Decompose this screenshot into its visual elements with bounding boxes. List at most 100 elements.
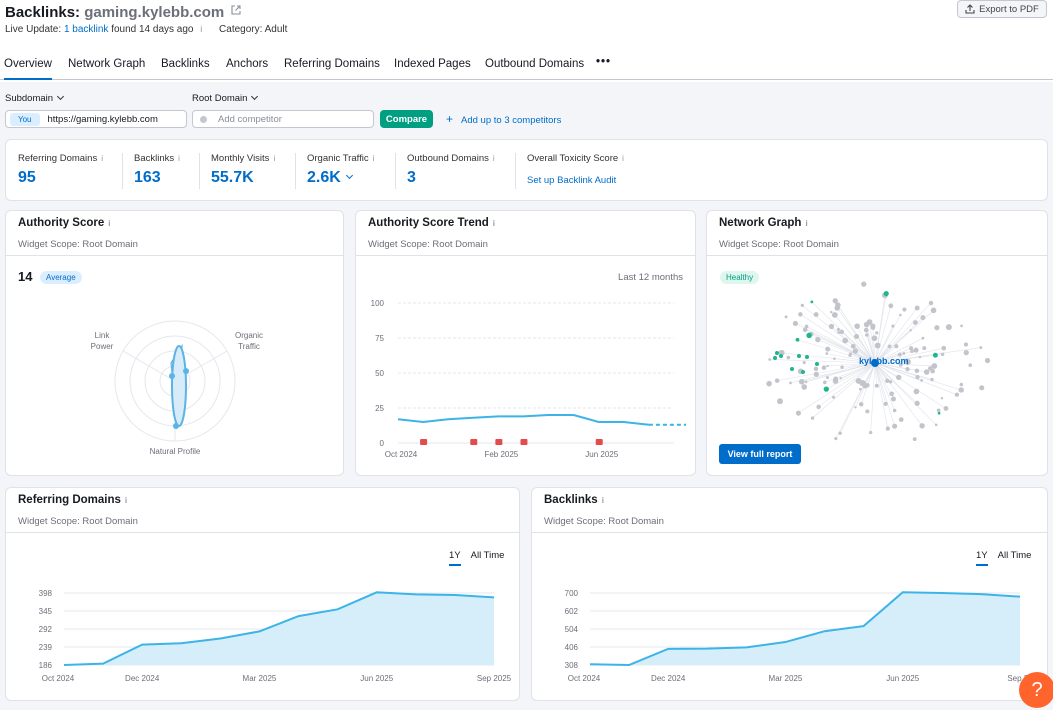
info-icon[interactable]: i bbox=[273, 154, 276, 163]
info-icon[interactable]: i bbox=[178, 154, 180, 163]
network-node bbox=[863, 321, 870, 328]
network-node bbox=[892, 423, 898, 429]
info-icon[interactable]: i bbox=[372, 154, 375, 163]
add-competitors-link[interactable]: + Add up to 3 competitors bbox=[446, 112, 561, 126]
info-icon[interactable]: i bbox=[805, 219, 808, 228]
tab-anchors[interactable]: Anchors bbox=[226, 58, 269, 70]
help-button[interactable]: ? bbox=[1019, 672, 1053, 708]
period-toggle: 1Y All Time bbox=[976, 550, 1032, 566]
network-node bbox=[826, 376, 830, 380]
trend-range-label: Last 12 months bbox=[618, 272, 683, 283]
network-node bbox=[931, 363, 938, 369]
metric-value[interactable]: 163 bbox=[134, 169, 161, 186]
competitor-input[interactable]: Add competitor bbox=[192, 110, 374, 128]
event-flag-icon[interactable] bbox=[495, 439, 503, 445]
info-icon[interactable]: i bbox=[200, 24, 203, 34]
y-tick-label: 700 bbox=[565, 589, 579, 598]
event-flag-icon[interactable] bbox=[520, 439, 528, 445]
root-domain-select[interactable]: Root Domain bbox=[192, 92, 259, 104]
network-node bbox=[828, 323, 835, 330]
network-node bbox=[940, 352, 945, 357]
network-node bbox=[928, 300, 934, 306]
network-node bbox=[833, 376, 839, 382]
network-edge bbox=[869, 322, 876, 364]
y-tick-label: 186 bbox=[39, 661, 53, 670]
network-node bbox=[815, 362, 819, 366]
competitor-dot-icon bbox=[200, 115, 207, 123]
network-node bbox=[930, 307, 937, 314]
metric-value[interactable]: 95 bbox=[18, 169, 36, 186]
network-edge bbox=[841, 331, 876, 364]
event-flag-icon[interactable] bbox=[420, 439, 428, 445]
chevron-down-icon bbox=[57, 92, 65, 101]
tab-referring-domains[interactable]: Referring Domains bbox=[284, 58, 380, 70]
toggle-all-time[interactable]: All Time bbox=[470, 550, 505, 561]
y-tick-label: 75 bbox=[375, 334, 384, 343]
view-full-report-button[interactable]: View full report bbox=[719, 444, 801, 464]
tab-network-graph[interactable]: Network Graph bbox=[68, 58, 146, 70]
toggle-1y[interactable]: 1Y bbox=[449, 550, 461, 566]
network-edge bbox=[874, 307, 918, 364]
referring-title: Referring Domains bbox=[18, 494, 121, 506]
divider bbox=[356, 255, 695, 256]
toggle-1y[interactable]: 1Y bbox=[976, 550, 988, 566]
network-node bbox=[801, 370, 805, 374]
network-edge bbox=[874, 362, 886, 404]
external-link-icon[interactable] bbox=[231, 2, 241, 19]
network-edge bbox=[874, 362, 899, 378]
info-icon[interactable]: i bbox=[124, 496, 128, 505]
export-pdf-button[interactable]: Export to PDF bbox=[957, 0, 1047, 18]
network-node bbox=[869, 430, 873, 435]
metric-label: Organic Traffic bbox=[307, 153, 369, 164]
network-center-node bbox=[871, 359, 879, 367]
network-node bbox=[842, 337, 849, 344]
tab-overview[interactable]: Overview bbox=[4, 58, 52, 80]
network-node bbox=[920, 315, 926, 321]
network-node bbox=[922, 346, 927, 351]
network-node bbox=[816, 404, 821, 410]
network-node bbox=[923, 369, 930, 375]
divider bbox=[532, 532, 1047, 533]
network-node bbox=[858, 387, 862, 391]
metric-value[interactable]: 3 bbox=[407, 169, 416, 186]
info-icon[interactable]: i bbox=[622, 154, 624, 163]
tab-more-menu[interactable]: ••• bbox=[596, 56, 612, 68]
y-tick-label: 504 bbox=[565, 625, 579, 634]
add-competitors-label: Add up to 3 competitors bbox=[461, 115, 562, 126]
network-node bbox=[894, 344, 899, 349]
network-graph-visual[interactable] bbox=[707, 281, 1049, 441]
info-icon[interactable]: i bbox=[492, 154, 495, 163]
tab-indexed-pages[interactable]: Indexed Pages bbox=[394, 58, 471, 70]
network-edge bbox=[769, 359, 876, 364]
network-node bbox=[963, 342, 969, 347]
subdomain-select[interactable]: Subdomain bbox=[5, 92, 65, 104]
event-flag-icon[interactable] bbox=[470, 439, 478, 445]
network-node bbox=[897, 352, 902, 357]
metric-value[interactable]: 2.6K bbox=[307, 169, 353, 187]
period-toggle: 1Y All Time bbox=[449, 550, 505, 566]
network-node bbox=[979, 346, 983, 350]
compare-button[interactable]: Compare bbox=[380, 110, 433, 128]
domain-input[interactable]: You https://gaming.kylebb.com bbox=[5, 110, 187, 128]
info-icon[interactable]: i bbox=[601, 496, 604, 505]
subdomain-label: Subdomain bbox=[5, 93, 54, 104]
info-icon[interactable]: i bbox=[492, 219, 496, 228]
tab-backlinks[interactable]: Backlinks bbox=[161, 58, 210, 70]
domain-url: https://gaming.kylebb.com bbox=[47, 113, 158, 125]
network-node bbox=[937, 411, 941, 415]
info-icon[interactable]: i bbox=[108, 219, 111, 228]
info-icon[interactable]: i bbox=[101, 154, 103, 163]
chevron-down-icon bbox=[251, 92, 259, 101]
network-node bbox=[928, 366, 933, 371]
metrics-bar: Referring Domains i 95 Backlinks i 163 Mon… bbox=[5, 139, 1048, 201]
toggle-all-time[interactable]: All Time bbox=[997, 550, 1032, 561]
network-edge bbox=[874, 337, 924, 364]
event-flag-icon[interactable] bbox=[595, 439, 603, 445]
setup-backlink-audit-link[interactable]: Set up Backlink Audit bbox=[527, 175, 617, 186]
network-node bbox=[898, 417, 904, 422]
tab-outbound-domains[interactable]: Outbound Domains bbox=[485, 58, 585, 70]
metric-value[interactable]: 55.7K bbox=[211, 169, 254, 186]
network-node bbox=[889, 391, 894, 397]
backlink-found-link[interactable]: 1 backlink bbox=[63, 24, 109, 35]
network-node bbox=[836, 327, 840, 332]
